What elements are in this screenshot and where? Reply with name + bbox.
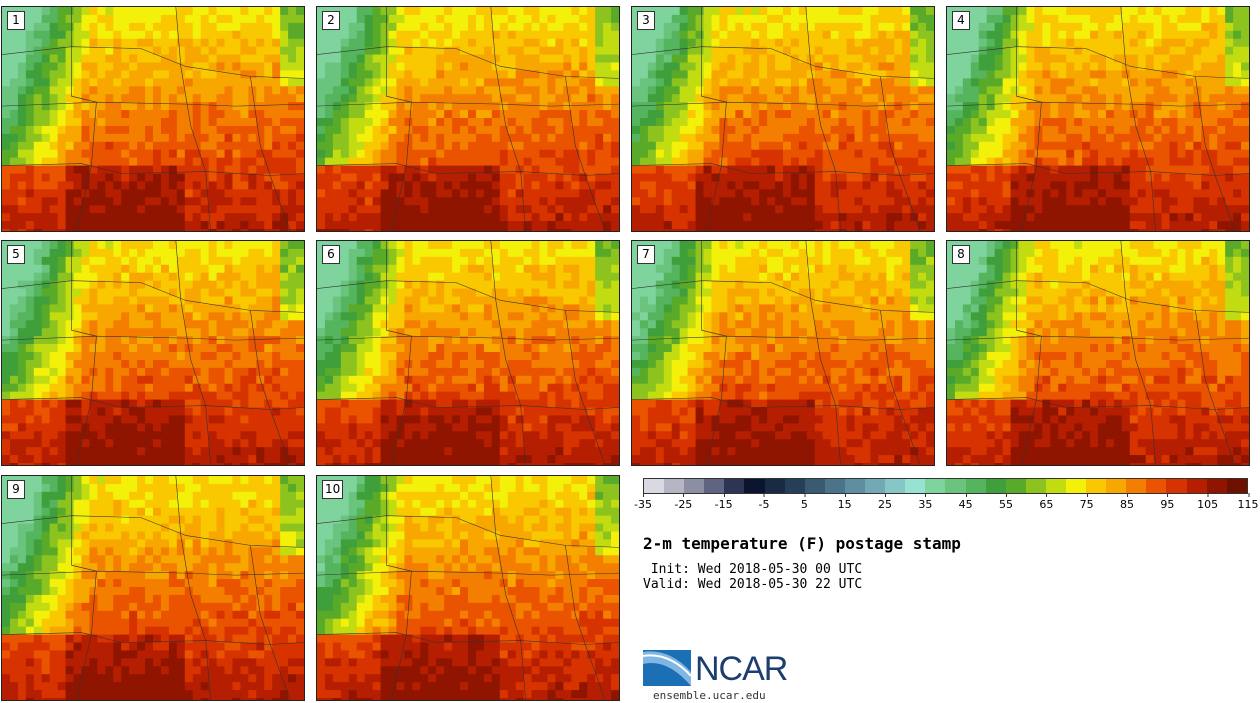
colorbar-swatch — [885, 479, 906, 493]
colorbar-swatch — [925, 479, 946, 493]
temperature-map — [2, 476, 304, 700]
stamp-panel-7[interactable]: 7 — [631, 240, 935, 466]
colorbar-tick-label: 115 — [1237, 493, 1259, 511]
colorbar-swatch — [965, 479, 986, 493]
stamp-panel-5[interactable]: 5 — [1, 240, 305, 466]
colorbar-swatch — [764, 479, 785, 493]
colorbar-swatch — [945, 479, 966, 493]
member-number: 2 — [322, 11, 340, 30]
temperature-map — [317, 241, 619, 465]
colorbar-tick-label: 85 — [1120, 493, 1134, 511]
colorbar-swatch — [1186, 479, 1207, 493]
temperature-colorbar — [643, 478, 1248, 494]
colorbar-swatch — [1106, 479, 1127, 493]
colorbar-swatch — [1065, 479, 1087, 493]
site-url[interactable]: ensemble.ucar.edu — [653, 689, 766, 702]
colorbar-swatch — [905, 479, 926, 493]
temperature-map — [947, 7, 1249, 231]
stamp-panel-2[interactable]: 2 — [316, 6, 620, 232]
ncar-wordmark: NCAR — [695, 650, 788, 688]
colorbar-tick-label: -35 — [634, 493, 652, 511]
colorbar-tick-label: 5 — [800, 493, 808, 511]
stamp-panel-6[interactable]: 6 — [316, 240, 620, 466]
colorbar-swatch — [1226, 479, 1247, 493]
colorbar-swatch — [1126, 479, 1147, 493]
stamp-panel-4[interactable]: 4 — [946, 6, 1250, 232]
colorbar-swatch — [1005, 479, 1026, 493]
colorbar-tick-label: 25 — [878, 493, 892, 511]
colorbar-swatch — [684, 479, 705, 493]
colorbar-tick-label: 95 — [1160, 493, 1175, 511]
colorbar-swatch — [784, 479, 805, 493]
colorbar-swatch — [1206, 479, 1227, 493]
init-time: Init: Wed 2018-05-30 00 UTC — [643, 562, 863, 577]
member-number: 10 — [322, 480, 344, 499]
temperature-map — [2, 241, 304, 465]
colorbar-swatch — [1045, 479, 1066, 493]
colorbar-swatch — [824, 479, 845, 493]
temperature-map — [632, 241, 934, 465]
ncar-swoosh-icon — [643, 650, 692, 686]
colorbar-tick-label: -5 — [758, 493, 770, 511]
page-title: 2-m temperature (F) postage stamp — [643, 534, 961, 553]
stamp-panel-10[interactable]: 10 — [316, 475, 620, 701]
colorbar-swatch — [865, 479, 886, 493]
colorbar-swatch — [804, 479, 825, 493]
valid-time: Valid: Wed 2018-05-30 22 UTC — [643, 577, 863, 592]
colorbar-tick-label: 45 — [958, 493, 973, 511]
colorbar-tick-label: 15 — [837, 493, 852, 511]
colorbar-swatch — [985, 479, 1006, 493]
member-number: 9 — [7, 480, 25, 499]
member-number: 5 — [7, 245, 25, 264]
colorbar-swatch — [744, 479, 765, 493]
colorbar-swatch — [1086, 479, 1107, 493]
colorbar-tick-label: 65 — [1039, 493, 1054, 511]
member-number: 6 — [322, 245, 340, 264]
colorbar-swatch — [664, 479, 685, 493]
temperature-map — [947, 241, 1249, 465]
colorbar-swatch — [1025, 479, 1046, 493]
colorbar-swatch — [1166, 479, 1187, 493]
member-number: 3 — [637, 11, 655, 30]
stamp-panel-3[interactable]: 3 — [631, 6, 935, 232]
colorbar-tick-label: -15 — [714, 493, 733, 511]
member-number: 7 — [637, 245, 655, 264]
colorbar-swatch — [1146, 479, 1167, 493]
member-number: 1 — [7, 11, 25, 30]
temperature-map — [2, 7, 304, 231]
stamp-panel-9[interactable]: 9 — [1, 475, 305, 701]
colorbar-swatch — [844, 479, 866, 493]
temperature-map — [317, 476, 619, 700]
colorbar-tick-labels: -35 -25 -15 -5 5 15 25 35 45 55 65 75 85 95 105 115 — [634, 493, 1259, 512]
temperature-map — [317, 7, 619, 231]
member-number: 4 — [952, 11, 970, 30]
colorbar-tick-label: 35 — [918, 493, 933, 511]
colorbar-swatch — [724, 479, 745, 493]
colorbar-tick-label: -25 — [674, 493, 693, 511]
temperature-map — [632, 7, 934, 231]
colorbar-tick-label: 55 — [999, 493, 1013, 511]
stamp-panel-1[interactable]: 1 — [1, 6, 305, 232]
colorbar-swatch — [644, 479, 665, 493]
member-number: 8 — [952, 245, 970, 264]
ncar-logo[interactable]: NCAR — [643, 646, 803, 694]
stamp-panel-8[interactable]: 8 — [946, 240, 1250, 466]
colorbar-tick-label: 105 — [1197, 493, 1219, 511]
colorbar-tick-label: 75 — [1079, 493, 1094, 511]
colorbar-swatch — [704, 479, 725, 493]
